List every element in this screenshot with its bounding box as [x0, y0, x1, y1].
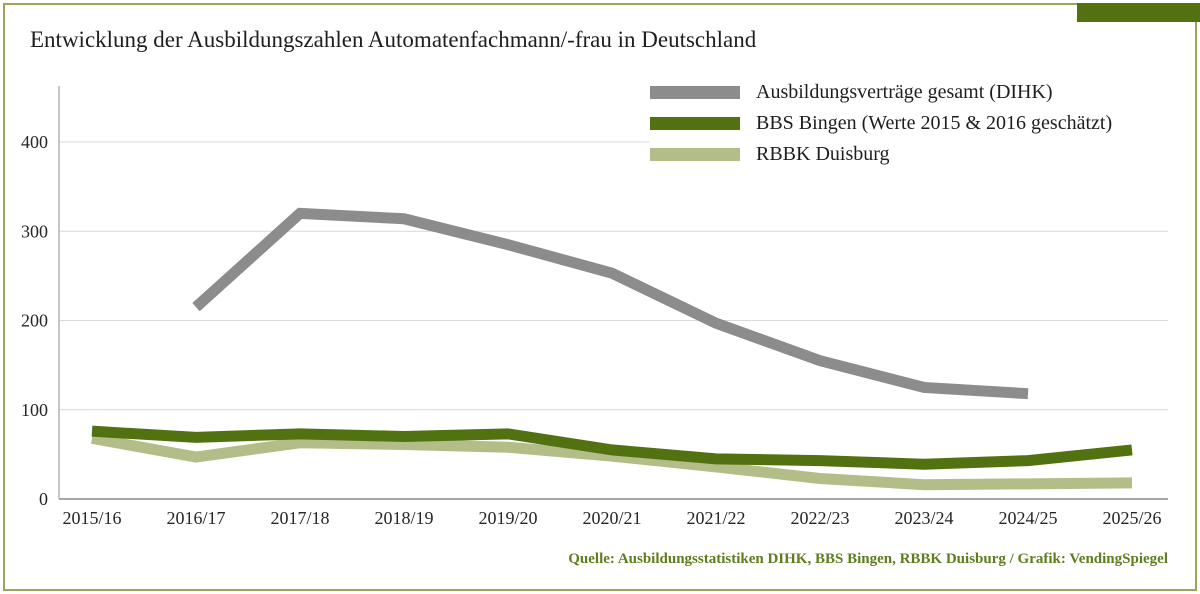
legend-swatch-bbs-bingen [650, 117, 740, 130]
y-tick-label: 400 [21, 132, 48, 152]
legend-label-rbbk-duisburg: RBBK Duisburg [756, 143, 890, 165]
legend: Ausbildungsverträge gesamt (DIHK) BBS Bi… [650, 77, 1172, 170]
x-tick-label: 2015/16 [62, 508, 121, 528]
legend-label-dihk: Ausbildungsverträge gesamt (DIHK) [756, 81, 1053, 103]
x-tick-label: 2025/26 [1102, 508, 1161, 528]
series-line-0 [192, 207, 1029, 400]
legend-item-rbbk-duisburg: RBBK Duisburg [650, 139, 1172, 170]
x-tick-label: 2023/24 [894, 508, 953, 528]
brand-corner-tab [1077, 3, 1200, 22]
x-tick-label: 2020/21 [582, 508, 641, 528]
y-tick-label: 0 [39, 489, 48, 509]
legend-label-bbs-bingen: BBS Bingen (Werte 2015 & 2016 geschätzt) [756, 112, 1113, 134]
y-tick-label: 100 [21, 400, 48, 420]
y-tick-label: 300 [21, 221, 48, 241]
x-tick-label: 2018/19 [374, 508, 433, 528]
x-tick-label: 2019/20 [478, 508, 537, 528]
legend-swatch-rbbk-duisburg [650, 148, 740, 161]
y-tick-label: 200 [21, 311, 48, 331]
x-tick-label: 2016/17 [166, 508, 225, 528]
x-tick-label: 2017/18 [270, 508, 329, 528]
x-tick-label: 2021/22 [686, 508, 745, 528]
legend-swatch-dihk [650, 86, 740, 99]
x-tick-label: 2024/25 [998, 508, 1057, 528]
x-tick-label: 2022/23 [790, 508, 849, 528]
legend-item-dihk: Ausbildungsverträge gesamt (DIHK) [650, 77, 1172, 108]
chart-title: Entwicklung der Ausbildungszahlen Automa… [30, 27, 757, 52]
series-line-2 [91, 432, 1133, 491]
source-note: Quelle: Ausbildungsstatistiken DIHK, BBS… [568, 551, 1168, 567]
legend-item-bbs-bingen: BBS Bingen (Werte 2015 & 2016 geschätzt) [650, 108, 1172, 139]
series-line-1 [91, 425, 1133, 470]
